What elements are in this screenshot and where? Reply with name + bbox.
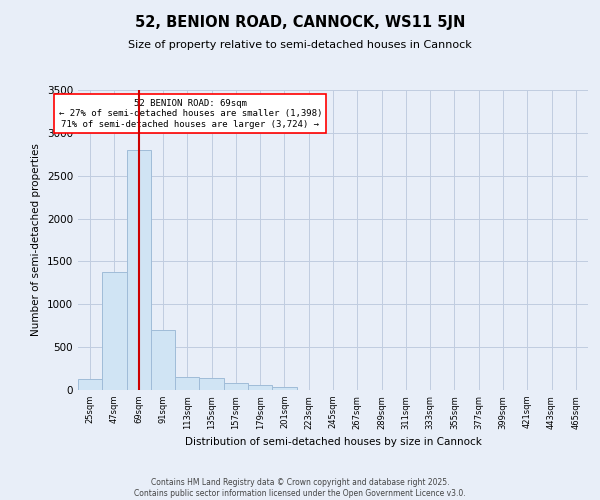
Bar <box>175 376 199 390</box>
Bar <box>248 386 272 390</box>
Bar <box>78 379 102 390</box>
Bar <box>272 388 296 390</box>
Bar <box>151 330 175 390</box>
Bar <box>224 383 248 390</box>
X-axis label: Distribution of semi-detached houses by size in Cannock: Distribution of semi-detached houses by … <box>185 437 481 447</box>
Bar <box>199 378 224 390</box>
Bar <box>127 150 151 390</box>
Text: 52, BENION ROAD, CANNOCK, WS11 5JN: 52, BENION ROAD, CANNOCK, WS11 5JN <box>135 15 465 30</box>
Bar <box>102 272 127 390</box>
Text: 52 BENION ROAD: 69sqm
← 27% of semi-detached houses are smaller (1,398)
71% of s: 52 BENION ROAD: 69sqm ← 27% of semi-deta… <box>59 99 322 129</box>
Y-axis label: Number of semi-detached properties: Number of semi-detached properties <box>31 144 41 336</box>
Text: Contains HM Land Registry data © Crown copyright and database right 2025.
Contai: Contains HM Land Registry data © Crown c… <box>134 478 466 498</box>
Text: Size of property relative to semi-detached houses in Cannock: Size of property relative to semi-detach… <box>128 40 472 50</box>
